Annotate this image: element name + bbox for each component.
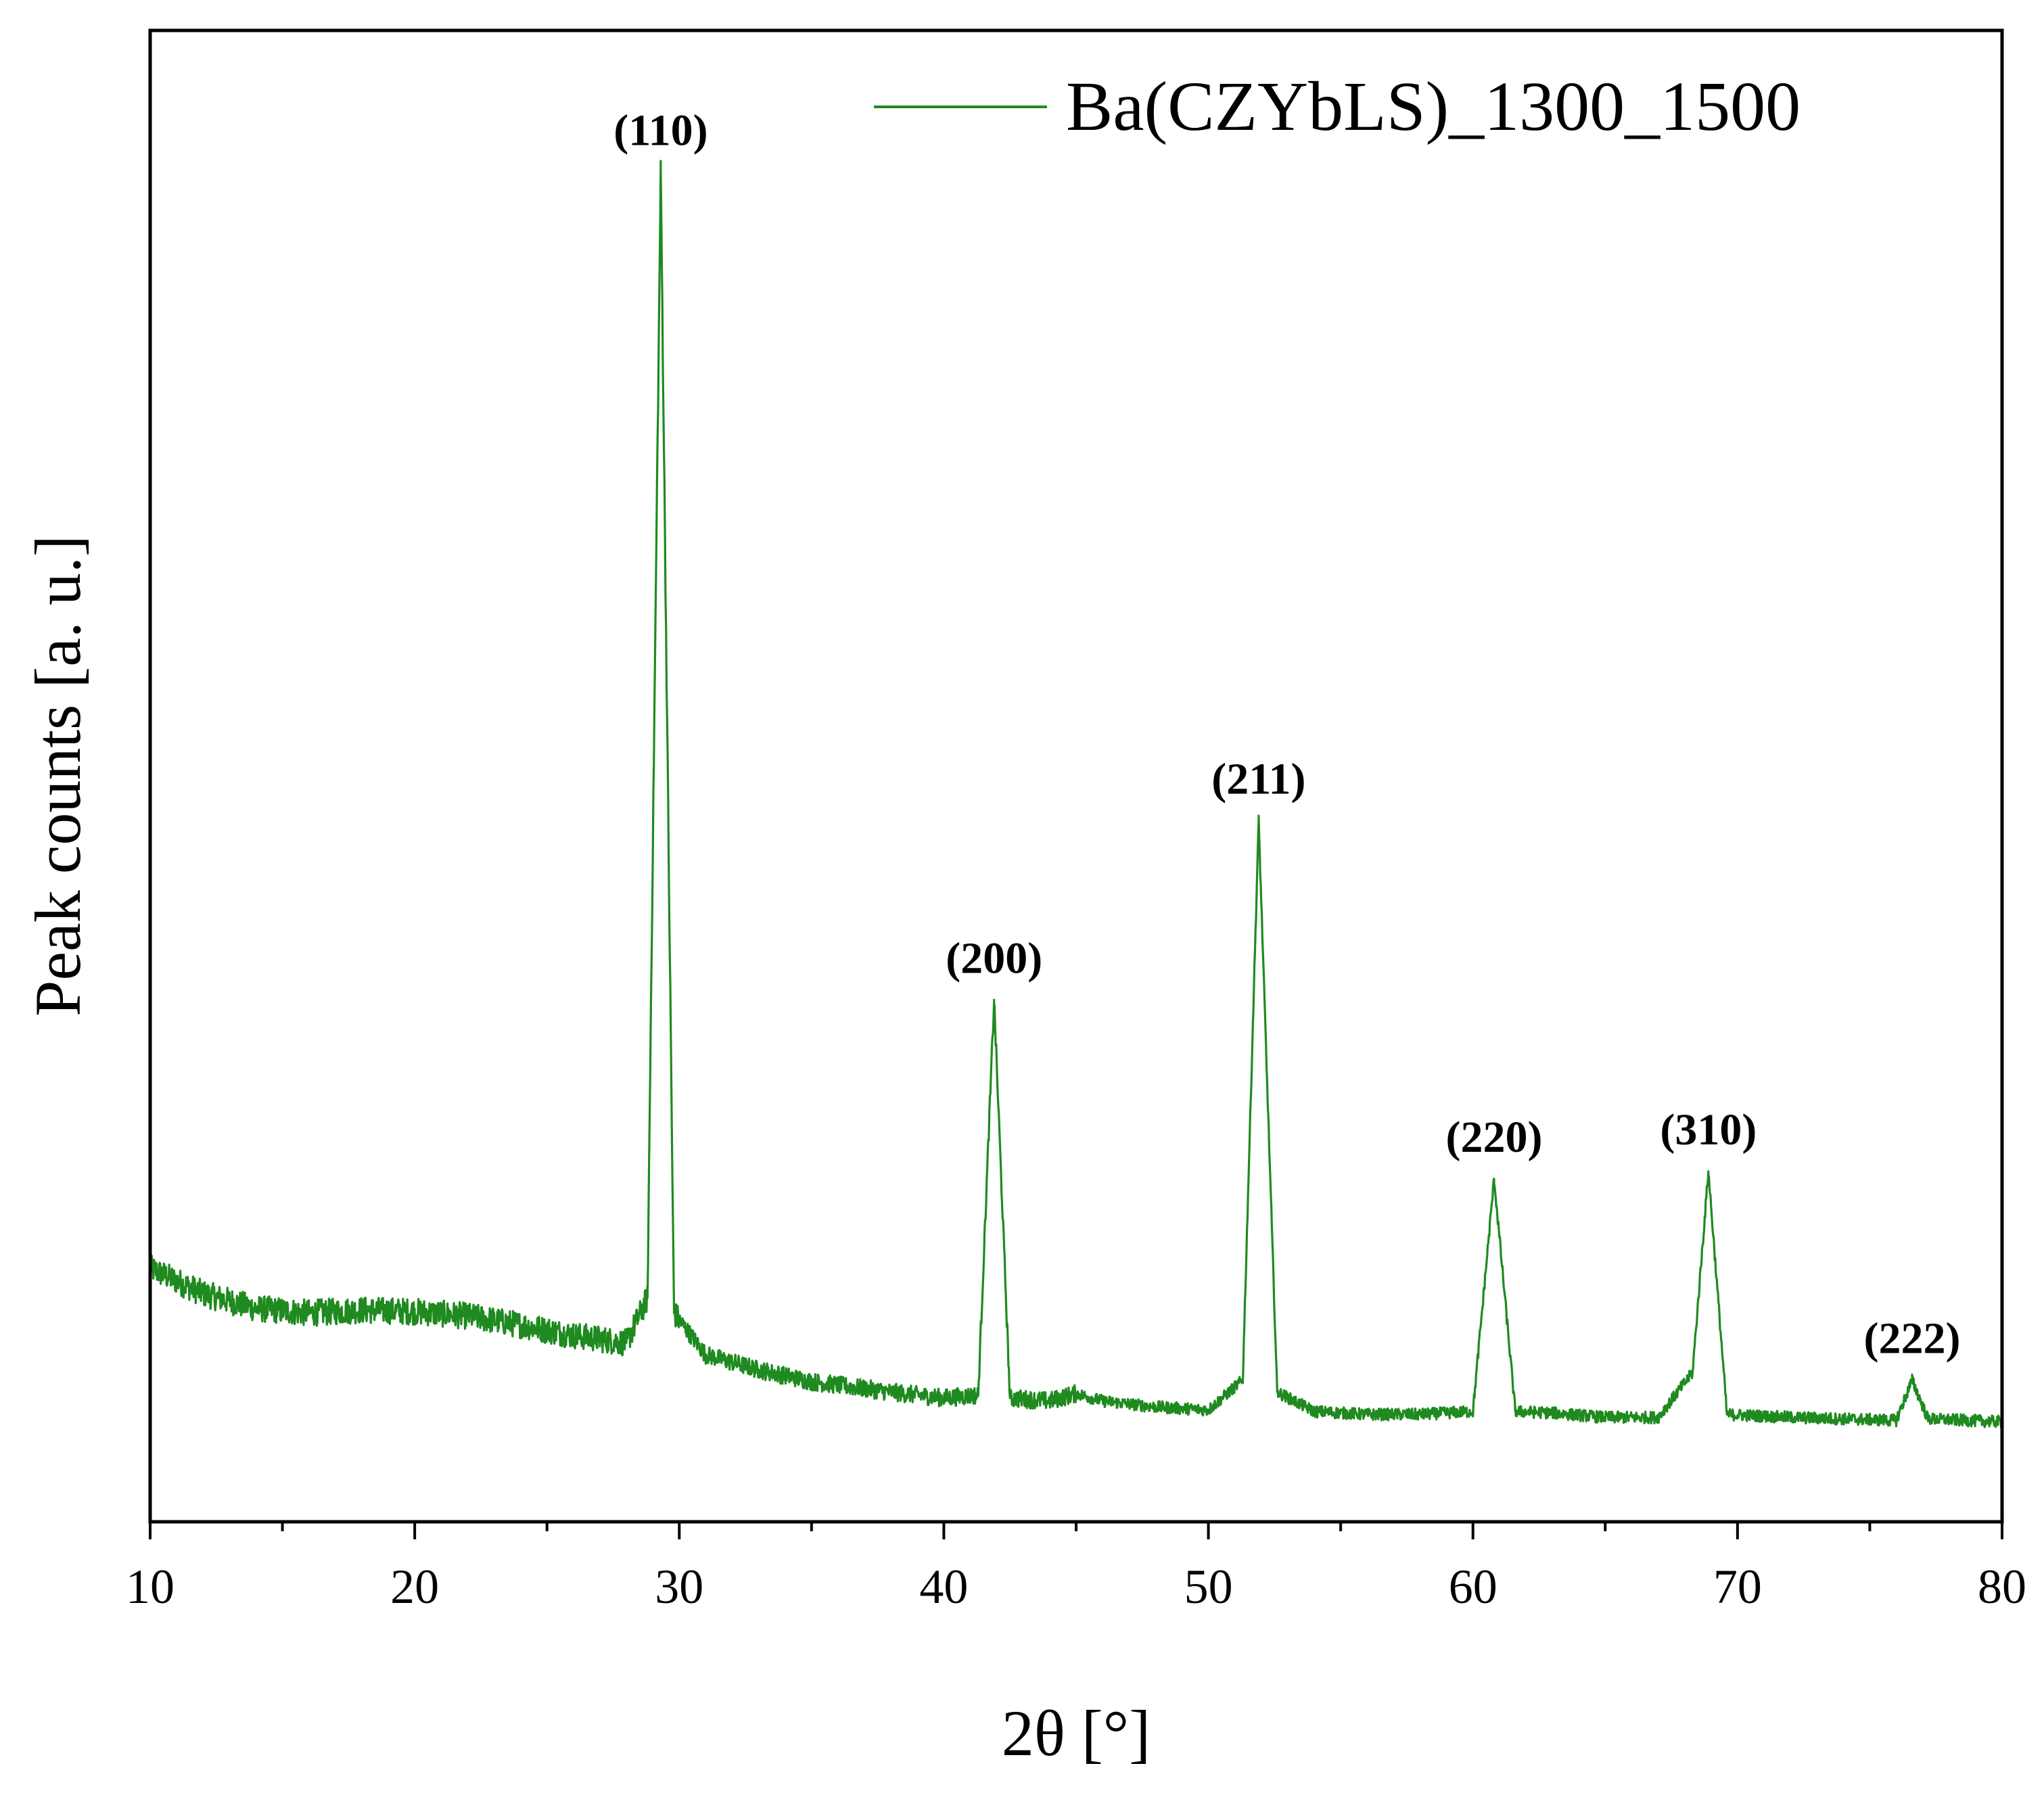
peak-labels: (110) (200) (211) (220) (310) (222) [613,106,1960,1363]
x-tick-label: 30 [655,1560,703,1614]
peak-label: (200) [946,933,1042,983]
x-tick-label: 50 [1184,1560,1233,1614]
peak-label: (211) [1211,755,1305,804]
x-tick-label: 80 [1978,1560,2026,1614]
peak-label: (220) [1446,1113,1543,1162]
x-tick-label: 70 [1713,1560,1762,1614]
x-axis-label: 2θ [°] [1002,1697,1151,1769]
peak-label: (310) [1660,1105,1757,1155]
x-tick-label: 60 [1449,1560,1497,1614]
series-line [150,160,2002,1428]
x-tick-label: 10 [126,1560,175,1614]
x-axis-tick-labels: 10 20 30 40 50 60 70 80 [126,1560,2026,1614]
legend-label: Ba(CZYbLS)_1300_1500 [1066,68,1801,145]
peak-label: (110) [613,106,707,155]
x-axis-ticks [149,1522,2003,1539]
x-tick-label: 40 [919,1560,968,1614]
y-axis-label: Peak counts [a. u.] [22,535,94,1017]
x-tick-label: 20 [390,1560,439,1614]
peak-label: (222) [1864,1314,1961,1364]
legend: Ba(CZYbLS)_1300_1500 [874,68,1801,145]
